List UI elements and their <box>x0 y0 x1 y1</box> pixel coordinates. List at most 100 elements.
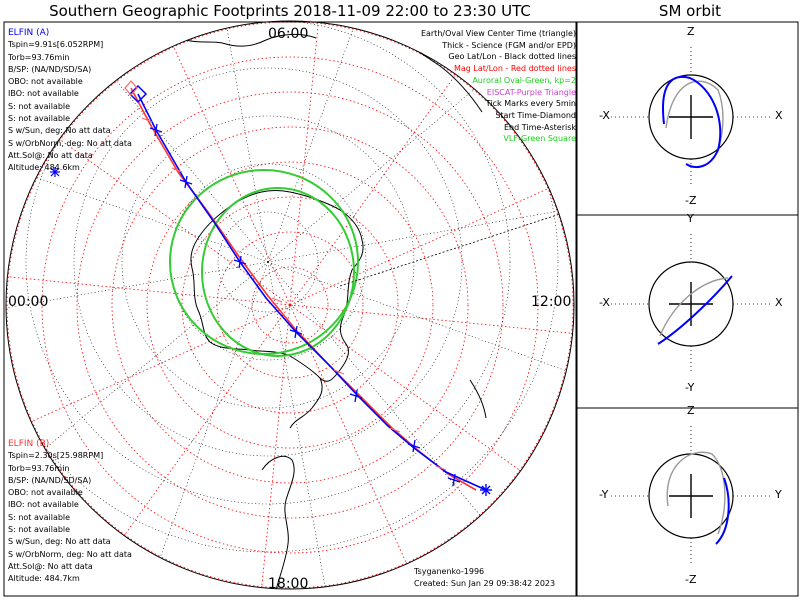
orbit-panel-1 <box>611 47 771 187</box>
elfin-a-info-line-11: Altitude: 484.6km <box>8 163 80 173</box>
elfin-a-track <box>137 93 487 491</box>
legend-item-10: VLF-Green Square <box>503 134 576 144</box>
orbit-title: SM orbit <box>658 2 722 20</box>
orbit-panel-1-label-top: Z <box>687 25 695 38</box>
mag-lon-line-10 <box>289 21 321 306</box>
legend-item-9: End Time-Asterisk <box>503 122 576 132</box>
elfin-b-info-line-4: OBO: not available <box>8 488 83 498</box>
antarctica-coastline <box>190 190 364 382</box>
mag-lat-circle-3 <box>181 196 399 414</box>
mag-lat-circle-6 <box>76 91 504 519</box>
elfin-a-info: ELFIN (A) Tspin=9.91s[6.052RPM] Torb=93.7… <box>8 27 132 175</box>
elfin-b-info-line-9: S w/OrbNorm, deg: No att data <box>8 549 132 559</box>
elfin-a-start-diamond <box>128 84 148 104</box>
orbit-panels <box>611 47 771 566</box>
mag-lat-circle-8 <box>6 21 574 589</box>
geo-grid <box>6 21 574 589</box>
elfin-a-end-asterisk <box>480 484 492 496</box>
orbit-panel-3-label-bottom: -Z <box>685 573 697 586</box>
orbit-path-b <box>666 451 726 535</box>
mag-lat-circle-4 <box>146 161 434 449</box>
geo-lon-line-11 <box>267 30 545 263</box>
orbit-panel-3-label-right: Y <box>775 488 782 501</box>
orbit-panel-3-frame <box>576 407 799 597</box>
elfin-a-info-line-9: S w/OrbNorm, deg: No att data <box>8 138 132 148</box>
elfin-a-info-line-4: OBO: not available <box>8 77 83 87</box>
geo-lon-line-10 <box>267 21 392 263</box>
mag-lon-line-6 <box>16 304 291 429</box>
orbit-panel-2-label-bottom: -Y <box>685 381 695 394</box>
orbit-path-a <box>657 275 733 345</box>
orbit-panel-1-label-bottom: -Z <box>685 194 697 207</box>
polar-map <box>5 20 575 590</box>
orbit-panel-1-label-right: X <box>775 109 783 122</box>
elfin-b-start-diamond <box>124 80 138 96</box>
orbit-panel-3-label-left: -Y <box>599 488 609 501</box>
clock-label-bottom: 18:00 <box>268 576 309 592</box>
map-boundary-circle <box>5 20 575 590</box>
elfin-b-tick-marks <box>141 117 447 471</box>
orbit-panel-2 <box>611 234 771 374</box>
geo-lat-circle-4 <box>73 67 463 457</box>
orbit-path-b <box>665 80 724 159</box>
geo-lon-line-12 <box>267 199 574 263</box>
auroral-oval-inner <box>201 187 355 357</box>
elfin-a-header: ELFIN (A) <box>8 28 50 38</box>
elfin-b-info-line-5: IBO: not available <box>8 500 79 510</box>
elfin-a-info-line-10: Att.Sol@: No att data <box>8 150 93 160</box>
orbit-panel-2-label-right: X <box>775 296 783 309</box>
orbit-path-b <box>659 277 729 337</box>
elfin-b-track <box>130 87 477 491</box>
main-title: Southern Geographic Footprints 2018-11-0… <box>49 2 531 20</box>
elfin-a-info-line-6: S: not available <box>8 101 71 111</box>
elfin-a-info-line-2: Torb=93.76min <box>8 52 70 62</box>
view-center-line <box>339 213 561 287</box>
mag-lon-line-3 <box>289 304 414 579</box>
geo-lon-line-4 <box>144 261 269 589</box>
mag-lon-line-5 <box>114 304 291 549</box>
elfin-b-info: ELFIN (B) Tspin=2.30s[25.98RPM] Torb=93.7… <box>8 438 132 586</box>
geo-lon-line-6 <box>6 261 269 325</box>
geo-lon-line-7 <box>6 138 269 263</box>
orbit-path-a <box>662 75 722 168</box>
geo-lat-circle-1 <box>217 211 319 313</box>
geo-lon-line-9 <box>205 21 269 263</box>
geo-lon-line-8 <box>36 21 269 263</box>
model-label: Tsyganenko-1996 <box>414 567 485 576</box>
orbit-panel-3 <box>611 426 771 566</box>
elfin-a-info-line-3: B/SP: (NA/ND/SD/SA) <box>8 64 92 74</box>
elfin-b-info-line-6: S: not available <box>8 512 71 522</box>
orbit-panel-3-label-top: Z <box>687 404 695 417</box>
elfin-a-info-line-5: IBO: not available <box>8 89 79 99</box>
legend-item-5: Auroral Oval-Green, kp=2 <box>472 75 576 85</box>
legend-item-8: Start Time-Diamond <box>495 110 576 120</box>
elfin-b-info-line-3: B/SP: (NA/ND/SD/SA) <box>8 475 92 485</box>
orbit-panel-2-label-left: -X <box>599 296 610 309</box>
elfin-b-info-line-8: S w/Sun, deg: No att data <box>8 537 111 547</box>
legend-item-6: EISCAT-Purple Triangle <box>486 87 576 97</box>
legend-item-1: Earth/Oval View Center Time (triangle) <box>420 29 576 38</box>
elfin-a-info-line-8: S w/Sun, deg: No att data <box>8 126 111 136</box>
mag-lat-circle-5 <box>111 126 469 484</box>
geo-lon-line-3 <box>267 261 331 589</box>
legend-item-4: Mag Lat/Lon - Red dotted lines <box>453 64 576 74</box>
clock-label-right: 12:00 <box>531 294 572 310</box>
geo-lat-circle-5 <box>25 21 511 505</box>
mag-lat-circle-1 <box>251 266 329 344</box>
orbit-panel-1-frame <box>576 21 799 216</box>
elfin-b-info-line-1: Tspin=2.30s[25.98RPM] <box>8 451 104 461</box>
mag-grid <box>6 21 574 589</box>
elfin-b-header: ELFIN (B) <box>8 439 50 449</box>
orbit-panel-1-label-left: -X <box>599 109 610 122</box>
geo-lon-line-2 <box>267 261 500 539</box>
geo-lat-circle-6 <box>6 21 559 553</box>
legend: Earth/Oval View Center Time (triangle) Th… <box>421 28 576 145</box>
mag-lon-line-12 <box>289 181 564 306</box>
clock-label-left: 00:00 <box>8 294 49 310</box>
geo-lon-line-5 <box>6 261 269 494</box>
orbit-panel-2-frame <box>576 214 799 409</box>
geo-lon-line-1 <box>267 261 574 386</box>
elfin-b-info-line-2: Torb=93.76min <box>8 463 70 473</box>
elfin-b-info-line-7: S: not available <box>8 525 71 535</box>
